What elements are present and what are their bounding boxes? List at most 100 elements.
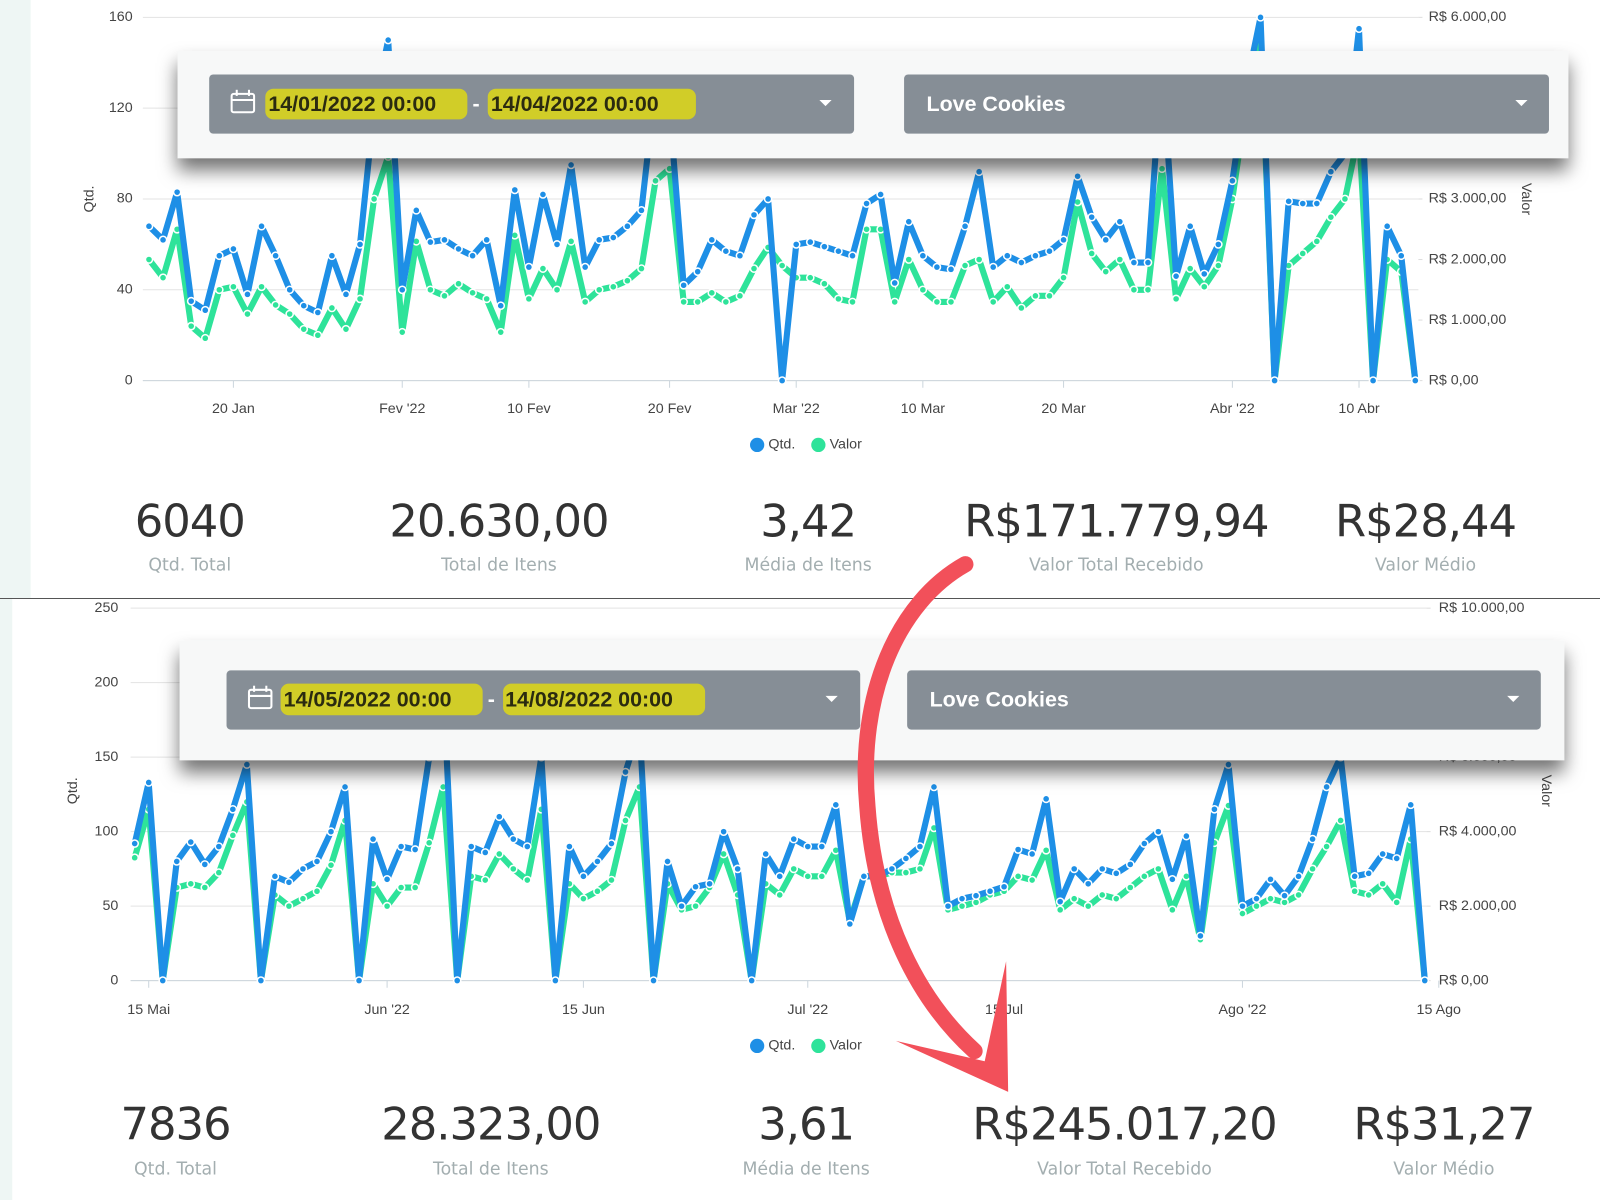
data-point (243, 290, 252, 299)
data-point (410, 845, 420, 854)
date-separator: - (488, 688, 495, 712)
data-point (1322, 782, 1331, 792)
data-point (1410, 376, 1420, 385)
data-point (186, 296, 196, 306)
data-point (1139, 871, 1149, 881)
data-point (691, 882, 700, 892)
data-point (522, 875, 532, 885)
data-point (803, 842, 813, 851)
data-point (1115, 217, 1125, 227)
data-point (845, 919, 855, 929)
data-point (974, 255, 984, 264)
data-point (946, 297, 956, 307)
data-point (313, 308, 323, 317)
data-point (1392, 898, 1402, 907)
store-dropdown[interactable] (907, 670, 1541, 730)
data-point (946, 265, 956, 274)
data-point (480, 875, 490, 885)
data-point (803, 871, 813, 881)
data-point (1055, 905, 1065, 915)
data-point (1129, 258, 1139, 267)
data-point (326, 827, 336, 836)
data-point (876, 190, 885, 199)
data-point (1392, 854, 1402, 863)
data-point (1182, 831, 1191, 841)
data-point (524, 262, 534, 272)
data-point (186, 321, 196, 331)
data-point (426, 285, 435, 295)
data-point (580, 262, 590, 272)
data-point (721, 297, 731, 307)
data-point (1420, 976, 1430, 985)
data-point (186, 837, 196, 847)
data-point (1031, 291, 1040, 301)
store-dropdown[interactable] (904, 74, 1549, 134)
data-point (651, 176, 660, 186)
data-point (1396, 251, 1406, 261)
y-tick-label: 200 (95, 674, 119, 690)
data-point (200, 860, 210, 869)
data-point (890, 297, 900, 307)
data-point (834, 294, 843, 304)
data-point (862, 199, 871, 208)
data-point (594, 285, 604, 295)
data-point (242, 760, 252, 769)
x-tick-label: 10 Mar (901, 401, 946, 417)
data-point (410, 883, 420, 892)
date-start: 14/05/2022 00:00 (284, 688, 452, 712)
data-point (580, 297, 590, 307)
data-point (915, 842, 925, 851)
data-point (1266, 894, 1275, 904)
data-point (999, 882, 1009, 892)
data-point (396, 883, 406, 892)
data-point (440, 291, 449, 301)
data-point (243, 309, 252, 319)
data-point (1326, 212, 1336, 222)
data-point (271, 300, 280, 310)
data-point (1041, 794, 1051, 804)
data-point (1368, 376, 1378, 385)
data-point (1017, 258, 1026, 267)
data-point (1045, 291, 1054, 301)
data-point (579, 871, 588, 881)
data-point (482, 235, 492, 245)
x-tick-label: 20 Jan (212, 401, 255, 417)
data-point (791, 240, 801, 249)
date-end: 14/04/2022 00:00 (491, 92, 659, 116)
data-point (1406, 800, 1416, 810)
data-point (1101, 235, 1111, 245)
data-point (637, 264, 646, 273)
data-point (144, 221, 154, 231)
data-point (551, 976, 560, 985)
x-tick-label: Fev '22 (379, 401, 425, 417)
data-point (789, 864, 799, 874)
data-point (862, 224, 871, 234)
stat-label: Total de Itens (440, 555, 557, 575)
y-axis-label: Qtd. (65, 777, 81, 804)
data-point (1171, 271, 1181, 281)
data-point (426, 237, 435, 247)
data-point (985, 886, 995, 896)
data-point (566, 237, 576, 246)
data-point (440, 235, 449, 245)
data-point (468, 288, 477, 298)
data-point (327, 303, 337, 313)
data-point (1382, 221, 1392, 231)
data-point (524, 294, 534, 304)
data-point (777, 376, 787, 385)
data-point (256, 976, 266, 985)
legend-label: Valor (830, 437, 862, 453)
data-point (1252, 901, 1261, 911)
data-point (298, 864, 308, 874)
stat-value: R$28,44 (1335, 494, 1516, 547)
data-point (1312, 199, 1322, 208)
data-point (1045, 246, 1054, 256)
data-point (1294, 871, 1303, 881)
data-point (691, 901, 700, 911)
data-point (397, 327, 407, 337)
data-point (761, 849, 771, 859)
data-point (355, 240, 365, 249)
y2-tick-label: R$ 1.000,00 (1429, 312, 1507, 328)
data-point (733, 864, 742, 874)
data-point (749, 264, 759, 273)
